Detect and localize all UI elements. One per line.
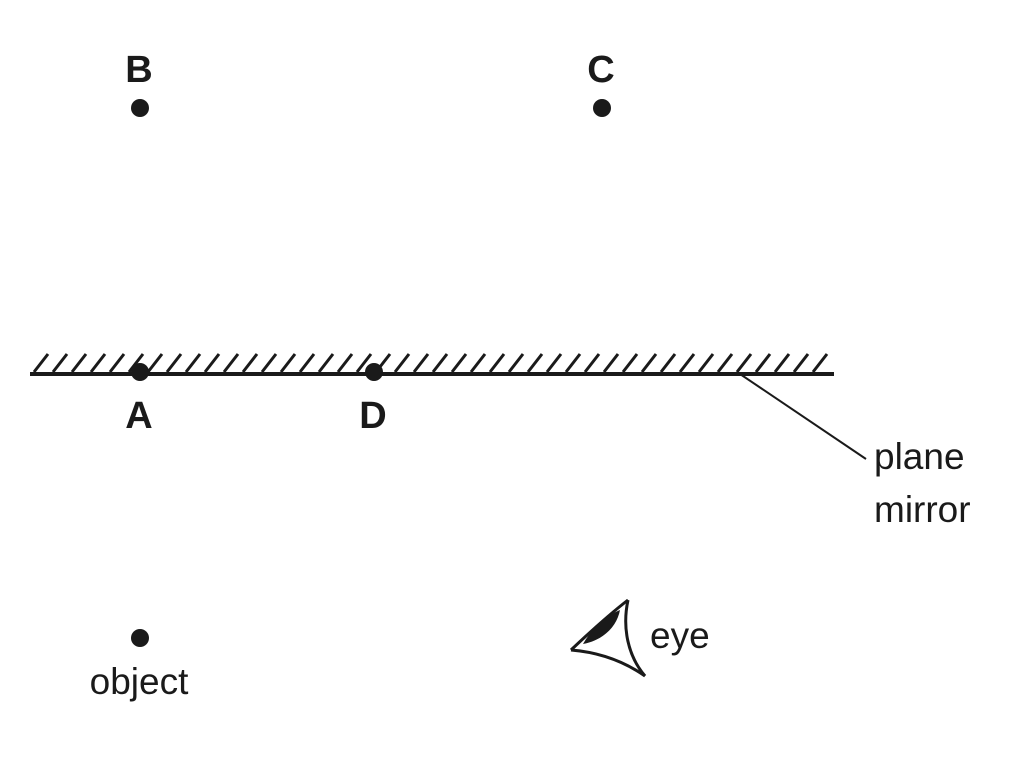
mirror-hatch-mark	[811, 353, 829, 373]
point-d: D	[359, 363, 387, 437]
mirror-hatch-mark	[583, 353, 601, 373]
mirror-hatch-mark	[469, 353, 487, 373]
mirror-hatch-mark	[184, 353, 202, 373]
mirror-label-line1: plane	[874, 436, 965, 477]
mirror-hatch-mark	[450, 353, 468, 373]
mirror-label-line2: mirror	[874, 489, 971, 530]
mirror-hatch-mark	[697, 353, 715, 373]
mirror-hatch-mark	[716, 353, 734, 373]
mirror-hatch-mark	[317, 353, 335, 373]
mirror-hatch-mark	[393, 353, 411, 373]
mirror-hatch-mark	[412, 353, 430, 373]
point-b-label: B	[125, 49, 152, 91]
mirror-hatch-mark	[678, 353, 696, 373]
point-b-dot	[131, 99, 149, 117]
eye: eye	[569, 598, 710, 678]
mirror-hatch-mark	[279, 353, 297, 373]
object: object	[90, 629, 189, 702]
mirror-hatch-mark	[146, 353, 164, 373]
mirror-hatch-mark	[165, 353, 183, 373]
mirror-hatch-mark	[735, 353, 753, 373]
mirror-hatch-mark	[127, 353, 145, 373]
mirror-hatch-mark	[754, 353, 772, 373]
mirror-hatch-mark	[431, 353, 449, 373]
mirror-hatch-mark	[51, 353, 69, 373]
eye-icon	[569, 598, 647, 678]
mirror-hatch-mark	[792, 353, 810, 373]
mirror-hatch-mark	[640, 353, 658, 373]
mirror-hatch-mark	[488, 353, 506, 373]
mirror-hatch-mark	[545, 353, 563, 373]
mirror-hatch-mark	[260, 353, 278, 373]
mirror-hatch-mark	[241, 353, 259, 373]
eye-label: eye	[650, 615, 710, 656]
mirror-leader-line	[739, 373, 867, 460]
point-a-dot	[131, 363, 149, 381]
mirror-hatch-mark	[507, 353, 525, 373]
mirror-hatch-mark	[203, 353, 221, 373]
point-a: A	[125, 363, 153, 437]
point-d-label: D	[359, 395, 386, 437]
mirror-hatch-mark	[298, 353, 316, 373]
object-label: object	[90, 661, 189, 702]
point-c-dot	[593, 99, 611, 117]
mirror-hatch-mark	[336, 353, 354, 373]
point-c-label: C	[587, 49, 614, 91]
mirror-hatch-mark	[659, 353, 677, 373]
mirror-hatch-mark	[222, 353, 240, 373]
plane-mirror: plane mirror	[30, 353, 971, 530]
mirror-hatch-mark	[564, 353, 582, 373]
point-a-label: A	[125, 395, 152, 437]
point-d-dot	[365, 363, 383, 381]
mirror-hatch-mark	[602, 353, 620, 373]
mirror-hatch-mark	[70, 353, 88, 373]
point-c: C	[587, 49, 615, 117]
mirror-hatch-mark	[355, 353, 373, 373]
mirror-hatch-mark	[621, 353, 639, 373]
object-dot	[131, 629, 149, 647]
point-b: B	[125, 49, 153, 117]
mirror-hatch-mark	[773, 353, 791, 373]
mirror-hatch-mark	[32, 353, 50, 373]
mirror-hatching	[32, 353, 829, 373]
mirror-hatch-mark	[526, 353, 544, 373]
mirror-hatch-mark	[108, 353, 126, 373]
mirror-hatch-mark	[89, 353, 107, 373]
